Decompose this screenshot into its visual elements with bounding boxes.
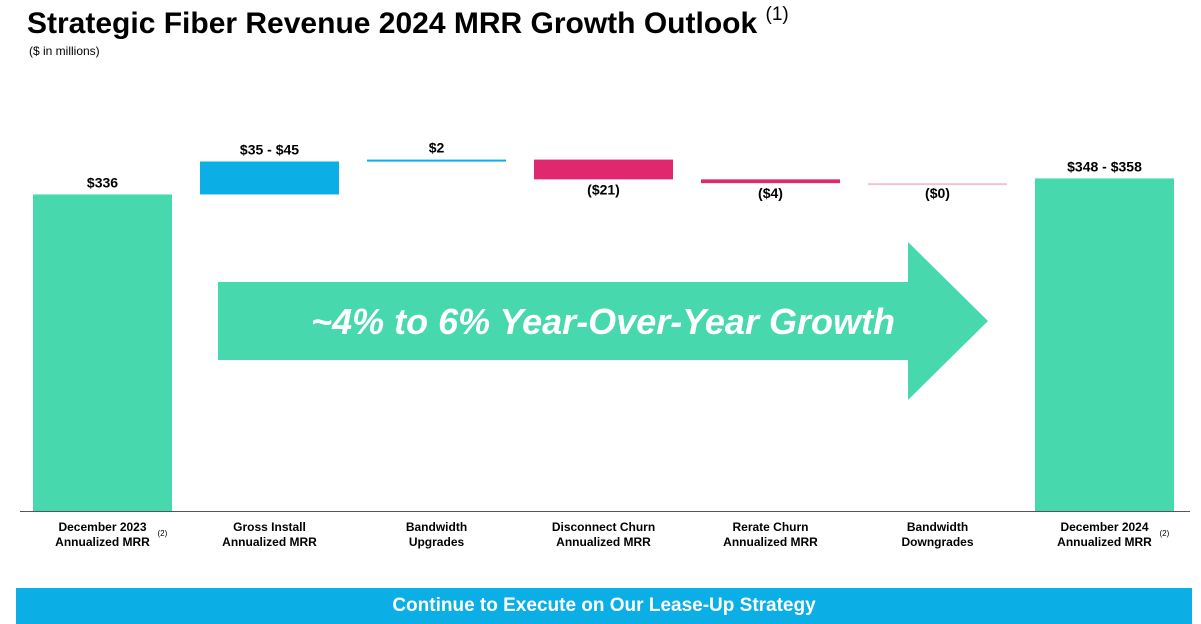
bar-0 xyxy=(33,194,172,511)
bar-1 xyxy=(200,161,339,195)
category-label-line1: Rerate Churn xyxy=(732,520,808,534)
category-label-line2: Annualized MRR xyxy=(723,535,818,549)
bar-value-label: $2 xyxy=(429,140,445,156)
bar-value-label: $35 - $45 xyxy=(240,141,299,157)
bar-value-label: ($0) xyxy=(925,185,950,201)
strategy-banner: Continue to Execute on Our Lease-Up Stra… xyxy=(16,588,1192,624)
category-label-line2: Annualized MRR xyxy=(222,535,317,549)
category-label-line2: Annualized MRR xyxy=(1057,535,1152,549)
category-label-line2: Upgrades xyxy=(409,535,465,549)
category-label-line1: Disconnect Churn xyxy=(552,520,655,534)
category-label-line1: Bandwidth xyxy=(406,520,467,534)
bar-5 xyxy=(868,183,1007,186)
bar-value-label: ($4) xyxy=(758,185,783,201)
chart-subtitle: ($ in millions) xyxy=(29,44,100,58)
bar-6 xyxy=(1035,178,1174,512)
growth-arrow-text: ~4% to 6% Year-Over-Year Growth xyxy=(311,301,895,342)
category-label-line2: Annualized MRR xyxy=(556,535,651,549)
category-footnote: (2) xyxy=(1160,529,1170,538)
bar-value-label: $348 - $358 xyxy=(1067,158,1142,174)
category-label-line1: December 2023 xyxy=(58,520,146,534)
bar-value-label: $336 xyxy=(87,174,118,190)
page-title: Strategic Fiber Revenue 2024 MRR Growth … xyxy=(27,4,789,40)
category-label-line1: Bandwidth xyxy=(907,520,968,534)
title-footnote: (1) xyxy=(765,4,789,25)
bar-3 xyxy=(534,159,673,180)
category-footnote: (2) xyxy=(158,529,168,538)
category-label-line2: Downgrades xyxy=(901,535,973,549)
growth-arrow xyxy=(218,242,988,400)
category-label-line1: December 2024 xyxy=(1060,520,1148,534)
category-label-line2: Annualized MRR xyxy=(55,535,150,549)
bar-4 xyxy=(701,179,840,184)
bar-value-label: ($21) xyxy=(587,181,620,197)
category-label-line1: Gross Install xyxy=(233,520,306,534)
bar-2 xyxy=(367,159,506,162)
